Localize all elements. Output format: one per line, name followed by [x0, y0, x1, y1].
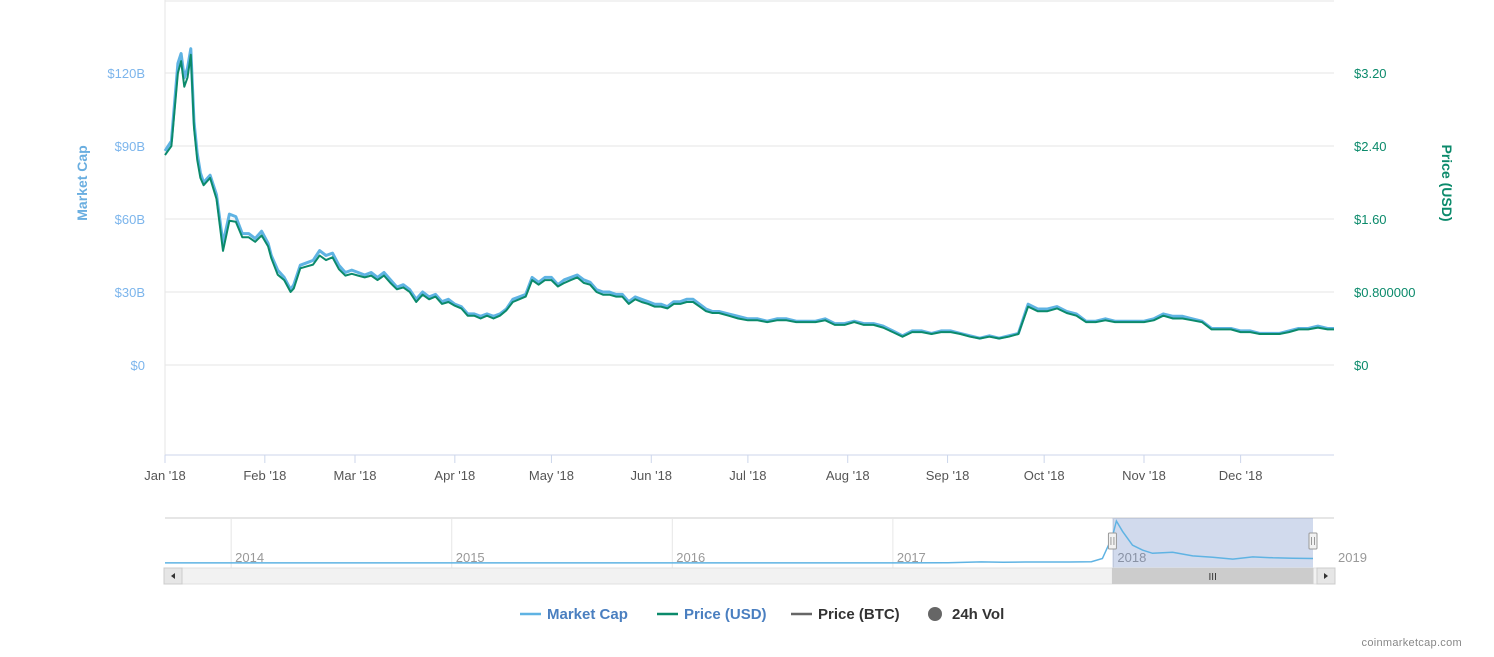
- series-line-price-usd[interactable]: [164, 53, 1334, 340]
- plot-series: [163, 47, 1334, 340]
- navigator-year-label: 2014: [235, 550, 264, 565]
- navigator-year-label: 2015: [456, 550, 485, 565]
- legend-item-24h-vol[interactable]: 24h Vol: [928, 606, 1004, 623]
- x-tick-label: Aug '18: [826, 468, 870, 483]
- legend-label: Market Cap: [547, 606, 628, 623]
- right-tick-label: $0: [1354, 358, 1368, 373]
- x-tick-label: May '18: [529, 468, 574, 483]
- legend-item-price-btc[interactable]: Price (BTC): [791, 606, 900, 623]
- legend-label: 24h Vol: [952, 606, 1004, 623]
- left-tick-label: $0: [131, 358, 145, 373]
- navigator-selected-range[interactable]: [1112, 518, 1313, 568]
- left-tick-label: $60B: [115, 212, 145, 227]
- x-tick-label: Feb '18: [243, 468, 286, 483]
- x-tick-label: Oct '18: [1024, 468, 1065, 483]
- legend: Market Cap Price (USD) Price (BTC) 24h Vol: [520, 606, 1004, 623]
- series-line-market-cap[interactable]: [163, 47, 1334, 340]
- navigator-year-label: 2018: [1117, 550, 1146, 565]
- right-tick-label: $0.800000: [1354, 285, 1415, 300]
- navigator-left-handle[interactable]: [1107, 532, 1117, 550]
- legend-symbol: [928, 607, 942, 621]
- x-axis: Jan '18 Feb '18 Mar '18 Apr '18 May '18 Jun '…: [144, 454, 1334, 483]
- navigator[interactable]: 2014 2015 2016 2017 2018 2019 III: [163, 517, 1367, 585]
- left-tick-label: $90B: [115, 139, 145, 154]
- navigator-year-label: 2017: [897, 550, 926, 565]
- scrollbar-thumb[interactable]: III: [1111, 568, 1314, 584]
- scrollbar-left-arrow[interactable]: [163, 567, 183, 585]
- left-axis: $0 $30B $60B $90B $120B: [107, 66, 145, 373]
- x-tick-label: Jan '18: [144, 468, 186, 483]
- left-axis-title: Market Cap: [74, 145, 90, 220]
- gridlines: [164, 0, 1334, 455]
- x-tick-label: Jun '18: [631, 468, 673, 483]
- scrollbar-right-arrow[interactable]: [1316, 567, 1336, 585]
- credit-text[interactable]: coinmarketcap.com: [1362, 637, 1462, 649]
- navigator-series-line: [165, 519, 1314, 564]
- legend-item-price-usd[interactable]: Price (USD): [657, 606, 767, 623]
- x-tick-label: Mar '18: [334, 468, 377, 483]
- scrollbar-grip: III: [1209, 572, 1217, 583]
- x-tick-label: Jul '18: [729, 468, 766, 483]
- left-tick-label: $120B: [107, 66, 145, 81]
- navigator-right-handle[interactable]: [1308, 532, 1318, 550]
- right-tick-label: $2.40: [1354, 139, 1387, 154]
- x-tick-label: Nov '18: [1122, 468, 1166, 483]
- x-tick-label: Dec '18: [1219, 468, 1263, 483]
- right-axis-title: Price (USD): [1439, 144, 1455, 221]
- legend-label: Price (USD): [684, 606, 767, 623]
- left-tick-label: $30B: [115, 285, 145, 300]
- navigator-year-label: 2019: [1338, 550, 1367, 565]
- right-tick-label: $1.60: [1354, 212, 1387, 227]
- x-tick-label: Sep '18: [926, 468, 970, 483]
- legend-item-market-cap[interactable]: Market Cap: [520, 606, 628, 623]
- right-axis: $0 $0.800000 $1.60 $2.40 $3.20: [1354, 66, 1415, 373]
- x-tick-label: Apr '18: [434, 468, 475, 483]
- navigator-year-label: 2016: [676, 550, 705, 565]
- right-tick-label: $3.20: [1354, 66, 1387, 81]
- legend-label: Price (BTC): [818, 606, 900, 623]
